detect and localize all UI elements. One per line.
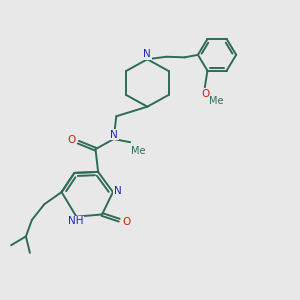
Text: Me: Me xyxy=(131,146,146,156)
Text: N: N xyxy=(143,49,151,59)
Text: N: N xyxy=(110,130,118,140)
Text: NH: NH xyxy=(68,216,83,226)
Text: N: N xyxy=(114,186,122,196)
Text: O: O xyxy=(67,135,75,145)
Text: O: O xyxy=(122,217,130,227)
Text: O: O xyxy=(201,89,209,99)
Text: Me: Me xyxy=(209,96,224,106)
